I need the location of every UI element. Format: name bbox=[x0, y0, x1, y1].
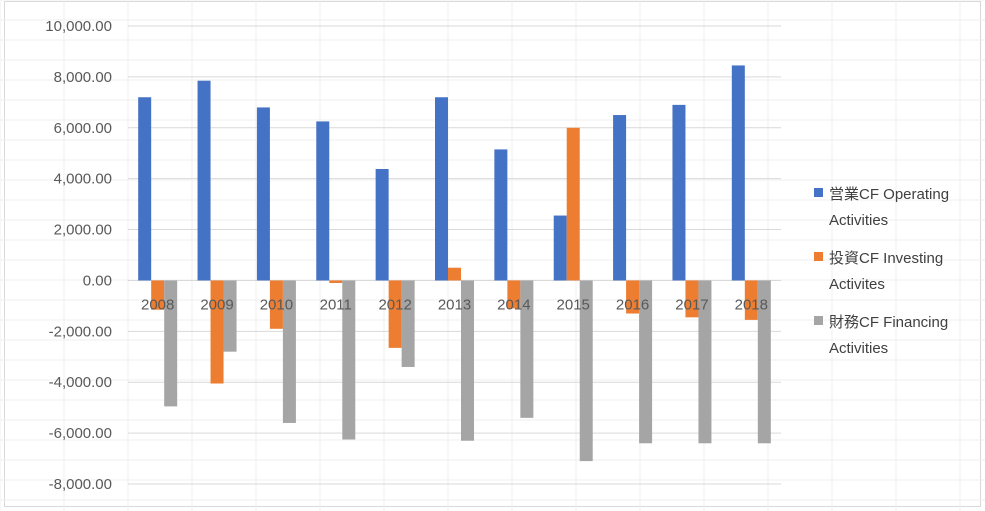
bar-financing-2018 bbox=[757, 280, 771, 444]
x-tick-label: 2018 bbox=[735, 296, 768, 313]
bar-financing-2009 bbox=[223, 280, 237, 352]
bar-operating-2009 bbox=[197, 80, 211, 281]
bar-investing-2011 bbox=[329, 280, 343, 283]
x-tick-label: 2017 bbox=[675, 296, 708, 313]
x-tick-label: 2009 bbox=[200, 296, 233, 313]
bar-operating-2015 bbox=[553, 215, 567, 281]
y-tick-label: 0.00 bbox=[83, 272, 112, 289]
legend-label: 投資CF Investing bbox=[829, 250, 943, 267]
y-tick-label: 2,000.00 bbox=[54, 222, 112, 239]
bar-financing-2012 bbox=[401, 280, 415, 367]
bar-operating-2008 bbox=[138, 97, 152, 281]
bar-investing-2008 bbox=[151, 280, 165, 310]
bar-investing-2009 bbox=[210, 280, 224, 384]
bar-operating-2017 bbox=[672, 104, 686, 281]
bar-financing-2008 bbox=[164, 280, 178, 407]
x-tick-label: 2011 bbox=[320, 296, 352, 313]
x-tick-label: 2016 bbox=[616, 296, 649, 313]
bar-operating-2014 bbox=[494, 149, 508, 281]
bar-investing-2012 bbox=[388, 280, 402, 348]
y-tick-label: -4,000.00 bbox=[49, 374, 112, 391]
bar-financing-2015 bbox=[579, 280, 593, 462]
legend-label: 営業CF Operating bbox=[829, 186, 949, 203]
x-tick-label: 2015 bbox=[557, 296, 590, 313]
y-axis-tick-labels: 10,000.00 8,000.00 6,000.00 4,000.00 2,000.0… bbox=[45, 18, 112, 493]
legend-label: Activites bbox=[829, 276, 885, 293]
bar-investing-2016 bbox=[626, 280, 640, 314]
bar-investing-2015 bbox=[566, 127, 580, 281]
y-tick-label: 4,000.00 bbox=[54, 171, 112, 188]
bar-financing-2014 bbox=[520, 280, 534, 418]
x-tick-label: 2012 bbox=[378, 296, 411, 313]
bar-operating-2018 bbox=[731, 65, 745, 281]
bars bbox=[138, 65, 771, 462]
y-tick-label: 6,000.00 bbox=[54, 120, 112, 137]
y-tick-label: -8,000.00 bbox=[49, 476, 112, 493]
bar-operating-2012 bbox=[375, 168, 389, 281]
chart-frame bbox=[4, 1, 981, 507]
bar-financing-2013 bbox=[461, 280, 474, 441]
bar-operating-2011 bbox=[316, 121, 330, 281]
x-axis-tick-labels: 2008 2009 2010 2011 2012 2013 2014 2015 2016 2017… bbox=[141, 296, 768, 313]
y-tick-label: -6,000.00 bbox=[49, 425, 112, 442]
x-tick-label: 2014 bbox=[497, 296, 530, 313]
legend-swatch bbox=[814, 188, 823, 197]
x-tick-label: 2010 bbox=[260, 296, 293, 313]
x-tick-label: 2008 bbox=[141, 296, 174, 313]
bar-investing-2014 bbox=[507, 280, 521, 309]
bar-investing-2017 bbox=[685, 280, 699, 318]
legend-swatch bbox=[814, 252, 823, 261]
bar-operating-2016 bbox=[613, 115, 627, 281]
bar-financing-2016 bbox=[639, 280, 653, 444]
bar-financing-2017 bbox=[698, 280, 712, 444]
y-tick-label: 8,000.00 bbox=[54, 69, 112, 86]
bar-financing-2010 bbox=[282, 280, 296, 423]
legend: 営業CF Operating Activities 投資CF Investing Ac… bbox=[814, 186, 949, 357]
bar-investing-2013 bbox=[448, 267, 461, 281]
y-tick-label: -2,000.00 bbox=[49, 323, 112, 340]
bar-investing-2018 bbox=[744, 280, 758, 320]
bar-financing-2011 bbox=[342, 280, 356, 440]
bar-investing-2010 bbox=[269, 280, 283, 329]
legend-swatch bbox=[814, 316, 823, 325]
legend-label: 財務CF Financing bbox=[829, 314, 948, 331]
x-tick-label: 2013 bbox=[438, 296, 471, 313]
legend-label: Activities bbox=[829, 340, 888, 357]
bar-operating-2010 bbox=[256, 107, 270, 281]
y-tick-label: 10,000.00 bbox=[45, 18, 112, 35]
legend-label: Activities bbox=[829, 212, 888, 229]
bar-operating-2013 bbox=[435, 97, 448, 281]
